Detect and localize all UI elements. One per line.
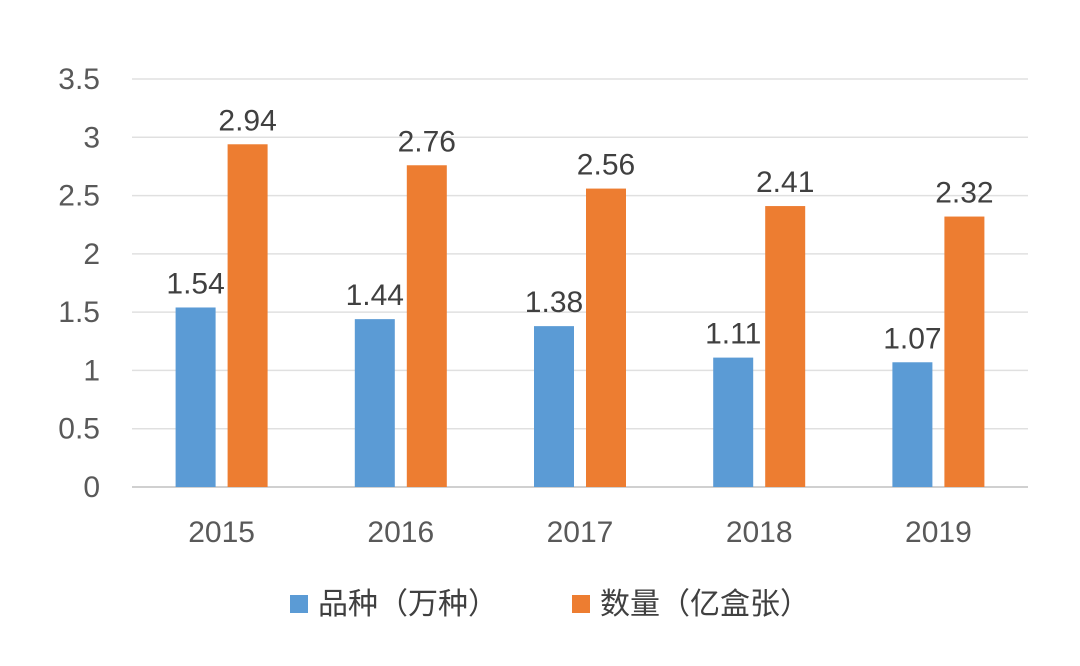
x-tick-label: 2016 [367, 516, 434, 549]
bar-quantity-2017 [586, 188, 626, 487]
bar-varieties-2015 [175, 307, 216, 487]
legend-swatch [572, 595, 590, 613]
y-tick-label: 0.5 [58, 413, 100, 446]
data-label: 1.11 [705, 318, 761, 351]
y-tick-label: 3.5 [58, 63, 100, 96]
bar-quantity-2019 [944, 216, 985, 487]
legend-swatch [290, 595, 308, 613]
bar-quantity-2018 [765, 206, 806, 487]
y-axis-ticks: 0 0.5 1 1.5 2 2.5 3 3.5 [58, 63, 100, 504]
data-label: 2.94 [218, 104, 276, 137]
y-tick-label: 0 [83, 471, 100, 504]
bar-varieties-2019 [892, 362, 933, 487]
x-axis-ticks: 2015 2016 2017 2018 2019 [188, 516, 972, 549]
bar-varieties-2018 [713, 357, 754, 487]
y-tick-label: 1.5 [58, 296, 100, 329]
bar-varieties-2017 [534, 326, 574, 487]
data-label: 2.41 [756, 166, 814, 199]
legend: 品种（万种） 数量（亿盒张） [290, 588, 810, 621]
data-label: 2.56 [577, 149, 635, 182]
bar-quantity-2015 [227, 144, 268, 487]
bar-quantity-2016 [406, 165, 447, 487]
y-tick-label: 2 [83, 238, 100, 271]
y-tick-label: 2.5 [58, 180, 100, 213]
x-tick-label: 2015 [188, 516, 255, 549]
legend-label: 品种（万种） [318, 588, 498, 621]
data-label: 1.38 [525, 286, 583, 319]
data-labels: 1.54 2.94 1.44 2.76 1.38 2.56 1.11 2.41 1.07 2.32 [166, 104, 993, 355]
data-label: 2.76 [398, 125, 456, 158]
y-tick-label: 3 [83, 121, 100, 154]
x-tick-label: 2019 [905, 516, 972, 549]
bars [175, 144, 985, 487]
x-tick-label: 2018 [726, 516, 793, 549]
bar-varieties-2016 [354, 319, 395, 487]
data-label: 1.07 [883, 322, 941, 355]
x-tick-label: 2017 [547, 516, 614, 549]
legend-label: 数量（亿盒张） [600, 588, 810, 621]
data-label: 1.54 [166, 267, 224, 300]
gridlines [132, 78, 1028, 488]
data-label: 1.44 [346, 279, 404, 312]
data-label: 2.32 [935, 177, 993, 210]
y-tick-label: 1 [83, 354, 100, 387]
